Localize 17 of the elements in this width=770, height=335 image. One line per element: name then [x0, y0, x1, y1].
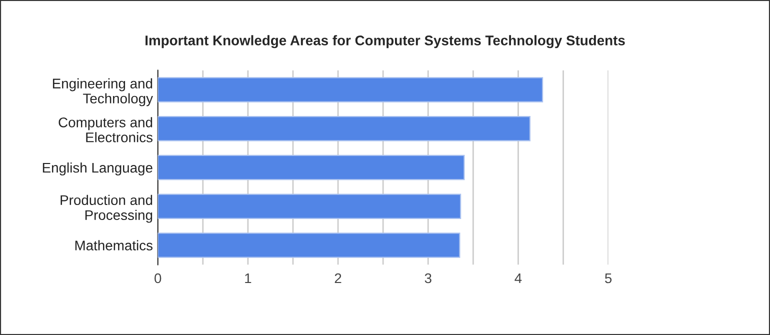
y-tick-label: Engineering and Technology [52, 78, 153, 106]
bar [158, 77, 544, 102]
x-tick-label: 0 [154, 273, 162, 284]
x-tick-label: 2 [334, 273, 342, 284]
bar [158, 116, 530, 142]
x-tick-label: 1 [245, 273, 252, 284]
y-tick-label: English Language [42, 162, 152, 176]
x-tick-label: 3 [424, 273, 432, 284]
x-tick-label: 5 [604, 273, 612, 284]
x-tick-label: 4 [514, 273, 522, 284]
y-tick-label: Mathematics [75, 240, 152, 250]
bar [158, 154, 465, 180]
chart-title: Important Knowledge Areas for Computer Systems Technology Students [146, 35, 625, 48]
bar [158, 232, 460, 258]
bar [158, 194, 462, 219]
y-tick-label: Computers and Electronics [58, 117, 152, 142]
y-tick-label: Production and Processing [60, 194, 152, 223]
